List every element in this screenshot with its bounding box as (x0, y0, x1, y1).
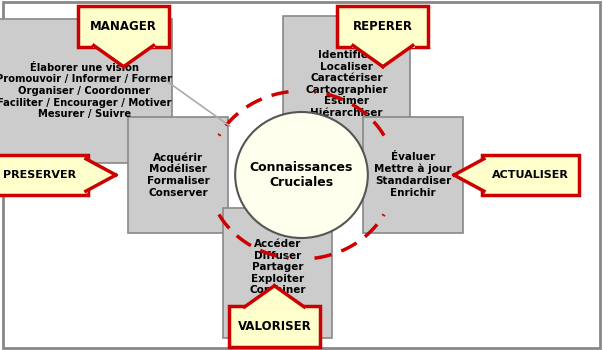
FancyBboxPatch shape (223, 208, 332, 338)
FancyBboxPatch shape (283, 16, 410, 152)
Text: Évaluer
Mettre à jour
Standardiser
Enrichir: Évaluer Mettre à jour Standardiser Enric… (374, 152, 452, 198)
Text: VALORISER: VALORISER (238, 320, 311, 333)
Text: Connaissances
Cruciales: Connaissances Cruciales (250, 161, 353, 189)
Text: Identifier,
Localiser
Caractériser
Cartographier
Estimer
Hiérarchiser: Identifier, Localiser Caractériser Carto… (305, 50, 388, 118)
Polygon shape (353, 46, 412, 66)
FancyBboxPatch shape (229, 306, 320, 346)
Text: REPERER: REPERER (353, 20, 413, 33)
FancyBboxPatch shape (0, 155, 88, 195)
Ellipse shape (235, 112, 368, 238)
FancyBboxPatch shape (128, 117, 227, 233)
Polygon shape (93, 46, 153, 66)
FancyBboxPatch shape (338, 6, 428, 47)
Text: PRESERVER: PRESERVER (2, 170, 76, 180)
FancyBboxPatch shape (78, 6, 169, 47)
Text: Élaborer une vision
Promouvoir / Informer / Former
Organiser / Coordonner
Facili: Élaborer une vision Promouvoir / Informe… (0, 63, 172, 119)
Polygon shape (245, 286, 305, 307)
FancyBboxPatch shape (3, 2, 600, 348)
Text: Accéder
Diffuser
Partager
Exploiter
Combiner
Créer: Accéder Diffuser Partager Exploiter Comb… (249, 239, 306, 307)
FancyBboxPatch shape (363, 117, 463, 233)
Text: ACTUALISER: ACTUALISER (492, 170, 569, 180)
Polygon shape (454, 159, 484, 191)
Text: Acquérir
Modéliser
Formaliser
Conserver: Acquérir Modéliser Formaliser Conserver (147, 152, 209, 198)
Text: MANAGER: MANAGER (90, 20, 157, 33)
FancyBboxPatch shape (482, 155, 579, 195)
Polygon shape (86, 159, 116, 191)
FancyBboxPatch shape (0, 19, 172, 163)
